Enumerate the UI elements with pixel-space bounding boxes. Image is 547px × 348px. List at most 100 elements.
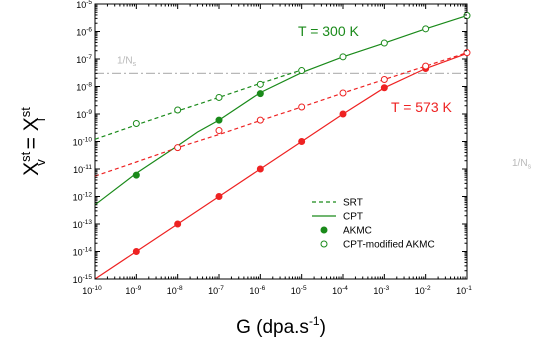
series-573K-cpt-modified-akmc-point	[256, 116, 264, 124]
x-axis-title-main: G (dpa.s	[236, 317, 309, 338]
y-tick-exponent: -11	[83, 164, 92, 171]
x-tick-base: 10	[415, 286, 425, 296]
y-tick-label: 10-14	[73, 247, 93, 258]
legend-label: CPT	[343, 212, 363, 223]
y-tick-base: 10	[73, 165, 83, 175]
x-tick-base: 10	[208, 286, 218, 296]
annotation-573k: T = 573 K	[391, 99, 453, 115]
x-tick-label: 10-8	[167, 285, 183, 296]
series-573K-cpt-modified-akmc-point	[215, 127, 223, 135]
series-573K-srt-line	[94, 52, 468, 177]
series-573K-akmc-point	[215, 193, 223, 200]
y-axis-title-subscript-2: i	[33, 118, 48, 121]
y-tick-exponent: -13	[83, 219, 93, 226]
y-axis-title-superscript-1: st	[18, 151, 33, 162]
x-axis-title-close: )	[320, 317, 326, 338]
y-tick-exponent: -14	[83, 247, 93, 254]
series-300K-cpt-modified-akmc-point	[380, 39, 388, 47]
series-300K-cpt-modified-akmc-point	[256, 80, 264, 88]
series-573K-cpt-modified-akmc-point	[339, 89, 347, 97]
x-tick-label: 10-7	[208, 285, 224, 296]
legend-label: CPT-modified AKMC	[343, 240, 435, 251]
y-tick-base: 10	[76, 28, 86, 38]
reference-line-label: 1/Ns	[117, 55, 137, 68]
x-tick-base: 10	[456, 286, 466, 296]
y-tick-exponent: -5	[86, 0, 92, 6]
x-tick-base: 10	[332, 286, 342, 296]
series-573K-cpt-modified-akmc-point	[422, 62, 430, 70]
y-axis-title: Xstv = Xsti	[18, 107, 48, 176]
x-tick-exponent: -4	[342, 285, 348, 292]
series-573K-akmc-point	[339, 110, 347, 118]
series-300K-srt-line	[94, 69, 302, 140]
y-tick-label: 10-7	[76, 54, 92, 65]
x-tick-label: 10-10	[82, 285, 102, 296]
legend: SRT CPT AKMC CPT-modified AKMC	[312, 198, 435, 251]
x-axis-title: G (dpa.s-1)	[236, 314, 326, 338]
x-tick-exponent: -7	[218, 285, 224, 292]
legend-label: AKMC	[343, 226, 372, 237]
outside-label-1-over-ns: 1/Ns	[512, 158, 532, 171]
x-tick-exponent: -10	[92, 285, 102, 292]
reference-line-group: 1/Ns	[95, 55, 467, 75]
y-tick-label: 10-15	[73, 274, 93, 285]
x-tick-exponent: -3	[383, 285, 389, 292]
series-300K-cpt-modified-akmc-point	[174, 106, 182, 114]
x-tick-base: 10	[373, 286, 383, 296]
x-tick-base: 10	[125, 286, 135, 296]
series-573K-cpt-line	[94, 52, 468, 280]
legend-symbol-filled-circle	[320, 226, 328, 234]
y-tick-exponent: -10	[83, 137, 93, 144]
y-axis-title-superscript-2: st	[18, 107, 33, 118]
y-tick-label: 10-5	[76, 0, 92, 10]
series-573K-akmc-point	[256, 165, 264, 173]
series-300K-akmc-point	[256, 90, 264, 98]
y-axis-title-subscript-1: v	[33, 159, 48, 166]
outside-label-sub: s	[528, 164, 532, 171]
series-573K-cpt-modified-akmc-point	[174, 144, 182, 152]
y-tick-base: 10	[76, 0, 86, 10]
y-tick-base: 10	[76, 55, 86, 65]
x-tick-base: 10	[291, 286, 301, 296]
series-300K-cpt-modified-akmc-point	[463, 12, 471, 20]
series-300K-akmc-point	[132, 171, 140, 179]
y-tick-label: 10-10	[73, 137, 93, 148]
series-573K-akmc-point	[298, 138, 306, 145]
y-tick-label: 10-6	[76, 27, 92, 38]
series-300K-cpt-modified-akmc-point	[132, 120, 140, 128]
y-tick-exponent: -6	[86, 27, 92, 34]
x-tick-base: 10	[167, 286, 177, 296]
x-tick-label: 10-9	[125, 285, 141, 296]
y-tick-base: 10	[73, 275, 83, 285]
series-group	[94, 12, 471, 280]
x-axis-title-superscript: -1	[309, 314, 320, 328]
x-tick-exponent: -5	[301, 285, 307, 292]
reference-line-label-main: 1/N	[117, 55, 133, 66]
x-tick-base: 10	[249, 286, 259, 296]
x-tick-label: 10-1	[456, 285, 472, 296]
x-tick-exponent: -2	[425, 285, 431, 292]
y-tick-base: 10	[76, 110, 86, 120]
y-tick-label: 10-8	[76, 82, 92, 93]
legend-label: SRT	[343, 198, 363, 209]
y-tick-label: 10-12	[73, 192, 93, 203]
x-tick-label: 10-4	[332, 285, 348, 296]
plot-axes	[94, 3, 468, 280]
y-tick-base: 10	[73, 220, 83, 230]
x-tick-label: 10-6	[249, 285, 265, 296]
series-573K-cpt-modified-akmc-point	[298, 103, 306, 111]
y-tick-label: 10-13	[73, 219, 93, 230]
x-tick-base: 10	[82, 286, 92, 296]
y-tick-base: 10	[73, 248, 83, 258]
x-tick-label: 10-5	[291, 285, 307, 296]
y-tick-base: 10	[73, 138, 83, 148]
series-573K-cpt-modified-akmc-point	[380, 75, 388, 83]
y-axis-title-x-interstitial: X	[20, 117, 43, 131]
y-tick-base: 10	[76, 83, 86, 93]
y-tick-exponent: -7	[86, 54, 92, 61]
y-tick-exponent: -9	[86, 109, 92, 116]
y-tick-label: 10-9	[76, 109, 92, 120]
